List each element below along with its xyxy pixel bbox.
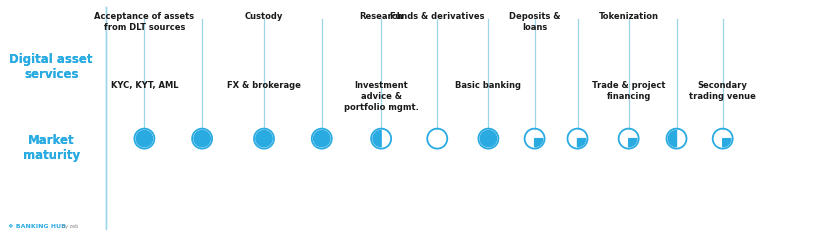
Text: Digital asset
services: Digital asset services bbox=[9, 53, 93, 81]
Text: Market
maturity: Market maturity bbox=[22, 134, 80, 162]
Circle shape bbox=[194, 130, 210, 147]
Text: Tokenization: Tokenization bbox=[599, 12, 658, 21]
Text: Custody: Custody bbox=[245, 12, 283, 21]
Text: FX & brokerage: FX & brokerage bbox=[227, 81, 301, 90]
Wedge shape bbox=[668, 130, 676, 147]
Text: Market
maturity: Market maturity bbox=[22, 134, 80, 162]
Wedge shape bbox=[629, 139, 637, 147]
Text: KYC, KYT, AML: KYC, KYT, AML bbox=[111, 81, 178, 90]
Text: Acceptance of assets
from DLT sources: Acceptance of assets from DLT sources bbox=[94, 12, 195, 32]
Wedge shape bbox=[535, 139, 543, 147]
Wedge shape bbox=[723, 139, 731, 147]
Text: Deposits &
loans: Deposits & loans bbox=[509, 12, 560, 32]
Wedge shape bbox=[373, 130, 381, 147]
Circle shape bbox=[314, 130, 330, 147]
Text: Trade & project
financing: Trade & project financing bbox=[592, 81, 666, 101]
Text: by zeb: by zeb bbox=[62, 224, 78, 229]
Circle shape bbox=[256, 130, 272, 147]
Text: Research: Research bbox=[359, 12, 403, 21]
Wedge shape bbox=[480, 130, 497, 147]
Wedge shape bbox=[578, 139, 586, 147]
Text: Secondary
trading venue: Secondary trading venue bbox=[689, 81, 757, 101]
Text: Funds & derivatives: Funds & derivatives bbox=[390, 12, 484, 21]
Text: Digital asset
services: Digital asset services bbox=[9, 53, 93, 81]
Text: Basic banking: Basic banking bbox=[455, 81, 521, 90]
Circle shape bbox=[136, 130, 153, 147]
Text: ❖ BANKING HUB: ❖ BANKING HUB bbox=[8, 224, 66, 229]
Text: Investment
advice &
portfolio mgmt.: Investment advice & portfolio mgmt. bbox=[344, 81, 418, 113]
